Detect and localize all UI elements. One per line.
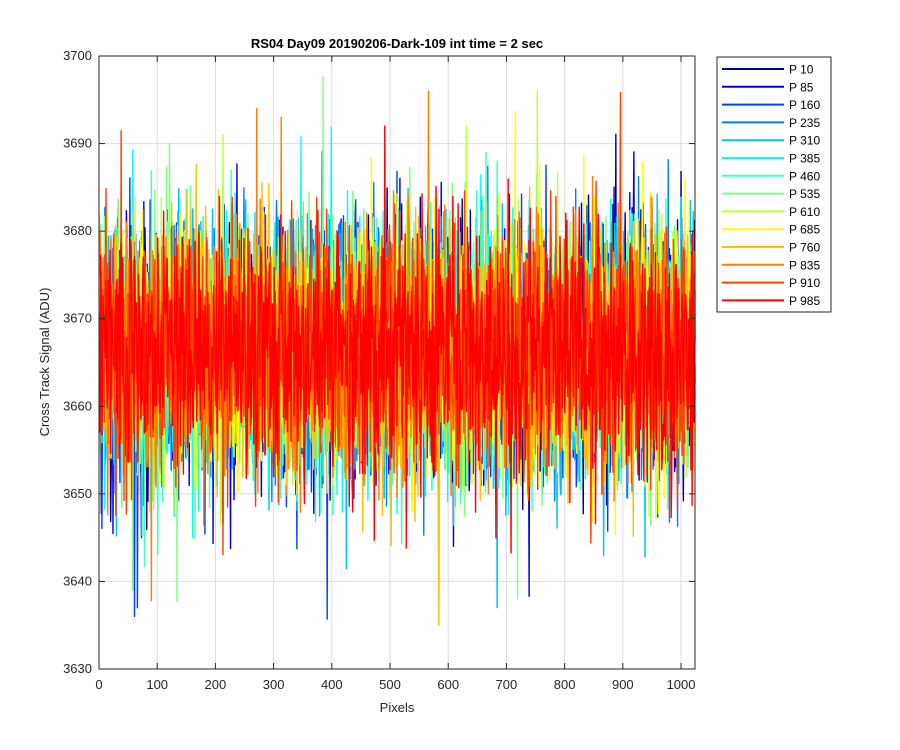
legend-item: P 910 (722, 276, 820, 290)
legend-label: P 160 (789, 98, 820, 112)
legend-label: P 460 (789, 169, 820, 183)
legend-label: P 235 (789, 116, 820, 130)
y-tick-label: 3670 (63, 311, 92, 326)
legend-label: P 985 (789, 294, 820, 308)
legend-item: P 685 (722, 223, 820, 237)
x-tick-label: 1000 (667, 677, 696, 692)
series-lines (98, 76, 696, 626)
legend-items: P 10 P 85 P 160 P 235 P 310 P 385 P 460 P 535 P … (722, 63, 820, 308)
y-axis-label: Cross Track Signal (ADU) (37, 288, 52, 437)
legend-label: P 610 (789, 205, 820, 219)
y-tick-label: 3660 (63, 398, 92, 413)
legend-item: P 610 (722, 205, 820, 219)
legend-label: P 910 (789, 276, 820, 290)
series-line-p-985 (98, 125, 696, 554)
x-tick-label: 600 (437, 677, 459, 692)
legend-item: P 760 (722, 241, 820, 255)
legend-box (716, 56, 832, 313)
x-tick-label: 500 (379, 677, 401, 692)
legend-item: P 235 (722, 116, 820, 130)
legend-item: P 10 (722, 63, 814, 77)
legend-item: P 835 (722, 258, 820, 272)
legend-label: P 535 (789, 187, 820, 201)
x-tick-label: 200 (205, 677, 227, 692)
y-tick-label: 3690 (63, 136, 92, 151)
legend-item: P 535 (722, 187, 820, 201)
x-tick-label: 400 (321, 677, 343, 692)
legend-label: P 760 (789, 241, 820, 255)
legend-item: P 160 (722, 98, 820, 112)
x-tick-label: 900 (612, 677, 634, 692)
x-axis-label: Pixels (380, 700, 415, 715)
chart-title: RS04 Day09 20190206-Dark-109 int time = … (251, 36, 543, 51)
legend-item: P 85 (722, 80, 814, 94)
x-tick-label: 0 (95, 677, 102, 692)
legend-label: P 10 (789, 63, 814, 77)
plot-frame (98, 55, 696, 670)
x-tick-label: 800 (554, 677, 576, 692)
y-tick-label: 3680 (63, 223, 92, 238)
legend-label: P 85 (789, 80, 814, 94)
axis-ticks: 0 100 200 300 400 500 600 700 800 900 1000 3630 3640… (63, 48, 695, 692)
legend-label: P 385 (789, 152, 820, 166)
legend-item: P 460 (722, 169, 820, 183)
x-tick-label: 700 (496, 677, 518, 692)
legend-item: P 385 (722, 152, 820, 166)
y-tick-label: 3700 (63, 48, 92, 63)
y-tick-label: 3640 (63, 573, 92, 588)
legend-item: P 310 (722, 134, 820, 148)
y-tick-label: 3630 (63, 661, 92, 676)
legend-label: P 835 (789, 258, 820, 272)
legend: P 10 P 85 P 160 P 235 P 310 P 385 P 460 P 535 P … (716, 56, 832, 313)
legend-label: P 685 (789, 223, 820, 237)
legend-label: P 310 (789, 134, 820, 148)
x-tick-label: 300 (263, 677, 285, 692)
x-tick-label: 100 (146, 677, 168, 692)
y-tick-label: 3650 (63, 486, 92, 501)
legend-item: P 985 (722, 294, 820, 308)
